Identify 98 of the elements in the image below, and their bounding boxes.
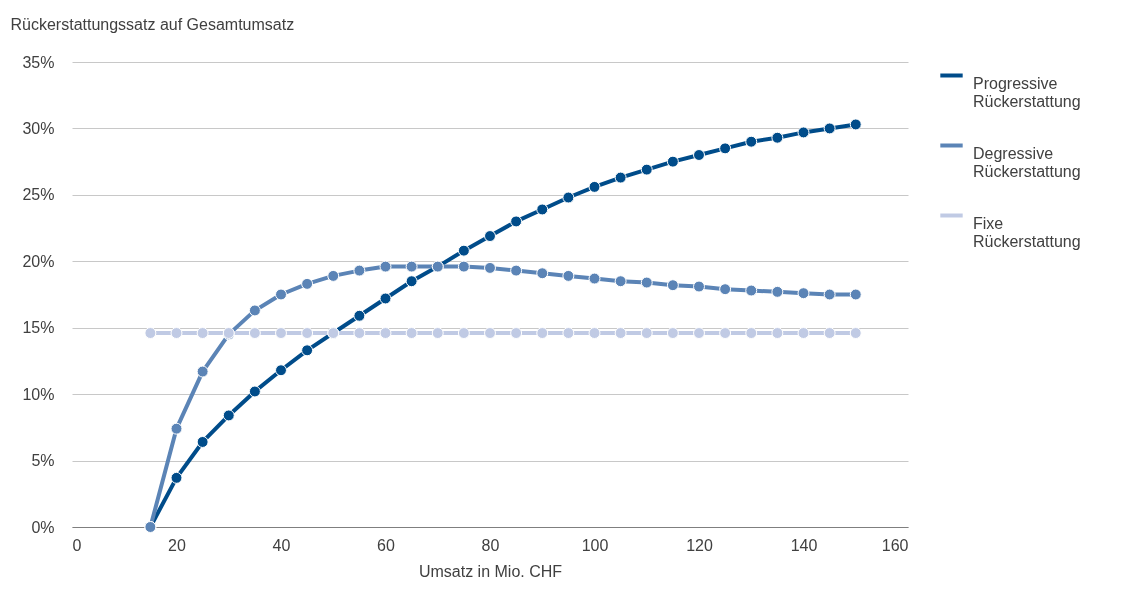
point xyxy=(196,365,209,378)
point xyxy=(275,288,287,301)
point xyxy=(640,276,653,289)
point xyxy=(823,327,836,339)
y-tick-label: 25% xyxy=(22,186,55,204)
point xyxy=(301,344,314,357)
y-tick-label: 20% xyxy=(22,252,55,270)
point xyxy=(614,275,627,288)
point xyxy=(405,260,418,273)
point xyxy=(640,163,653,176)
point xyxy=(484,261,496,274)
point xyxy=(719,142,732,155)
point xyxy=(745,135,758,148)
point xyxy=(301,327,314,339)
point xyxy=(588,272,601,285)
x-tick-label: 140 xyxy=(790,536,818,554)
point xyxy=(484,327,496,339)
point xyxy=(771,285,784,298)
point xyxy=(222,409,235,422)
point xyxy=(588,180,601,193)
point xyxy=(797,327,810,339)
x-tick-label: 100 xyxy=(581,536,609,554)
point xyxy=(719,283,732,296)
point xyxy=(666,279,679,292)
point xyxy=(849,327,862,339)
point xyxy=(797,126,810,139)
point xyxy=(797,287,810,300)
y-tick-label: 30% xyxy=(22,119,55,137)
point xyxy=(301,277,314,290)
point xyxy=(275,327,287,339)
point xyxy=(327,269,340,282)
point xyxy=(849,118,862,131)
point xyxy=(588,327,601,339)
point xyxy=(640,327,653,339)
point xyxy=(562,191,575,204)
point xyxy=(379,260,392,273)
point xyxy=(248,304,261,317)
point xyxy=(693,280,705,293)
x-tick-label: 120 xyxy=(686,536,713,554)
x-tick-label: 20 xyxy=(168,536,186,554)
point xyxy=(144,327,157,339)
point xyxy=(693,327,705,339)
point xyxy=(405,275,418,288)
point xyxy=(536,267,549,280)
point xyxy=(849,288,862,301)
x-tick-label: 160 xyxy=(881,536,909,554)
point xyxy=(457,260,470,273)
point xyxy=(666,155,679,168)
y-tick-label: 15% xyxy=(22,319,55,337)
point xyxy=(536,327,549,339)
point xyxy=(693,149,705,161)
point xyxy=(745,284,758,297)
x-tick-label: 0 xyxy=(72,536,82,554)
point xyxy=(771,131,784,144)
y-axis-title: Rückerstattungssatz auf Gesamtumsatz xyxy=(10,15,295,33)
point xyxy=(823,288,836,301)
point xyxy=(510,327,523,339)
x-tick-label: 40 xyxy=(272,536,291,554)
point xyxy=(510,264,523,277)
point xyxy=(170,422,183,435)
point xyxy=(457,327,470,339)
point xyxy=(405,327,418,339)
point xyxy=(170,327,183,339)
point xyxy=(484,230,496,243)
point xyxy=(170,471,183,484)
point xyxy=(666,327,679,339)
point xyxy=(745,327,758,339)
point xyxy=(379,292,392,305)
point xyxy=(196,327,209,339)
point xyxy=(614,327,627,339)
point xyxy=(457,244,470,257)
x-tick-label: 60 xyxy=(377,536,395,554)
x-tick-label: 80 xyxy=(481,536,500,554)
point xyxy=(562,269,575,282)
legend-label: Degressive Rückerstattung xyxy=(973,144,1081,180)
point xyxy=(562,327,575,339)
point xyxy=(353,309,366,322)
point xyxy=(536,203,549,216)
point xyxy=(431,327,444,339)
point xyxy=(719,327,732,339)
point xyxy=(823,122,836,135)
point xyxy=(248,327,261,339)
x-axis-title: Umsatz in Mio. CHF xyxy=(418,562,563,580)
point xyxy=(248,385,261,398)
y-tick-label: 0% xyxy=(31,518,55,536)
y-tick-label: 10% xyxy=(22,385,55,403)
y-tick-label: 35% xyxy=(22,53,55,71)
point xyxy=(771,327,784,339)
point xyxy=(353,264,366,277)
point xyxy=(510,215,523,228)
legend-label: Progressive Rückerstattung xyxy=(973,74,1081,110)
point xyxy=(379,327,392,339)
point xyxy=(353,327,366,339)
point xyxy=(196,436,209,448)
point xyxy=(614,171,627,184)
y-tick-label: 5% xyxy=(31,452,55,470)
point xyxy=(275,364,287,377)
legend-label: Fixe Rückerstattung xyxy=(973,214,1081,250)
